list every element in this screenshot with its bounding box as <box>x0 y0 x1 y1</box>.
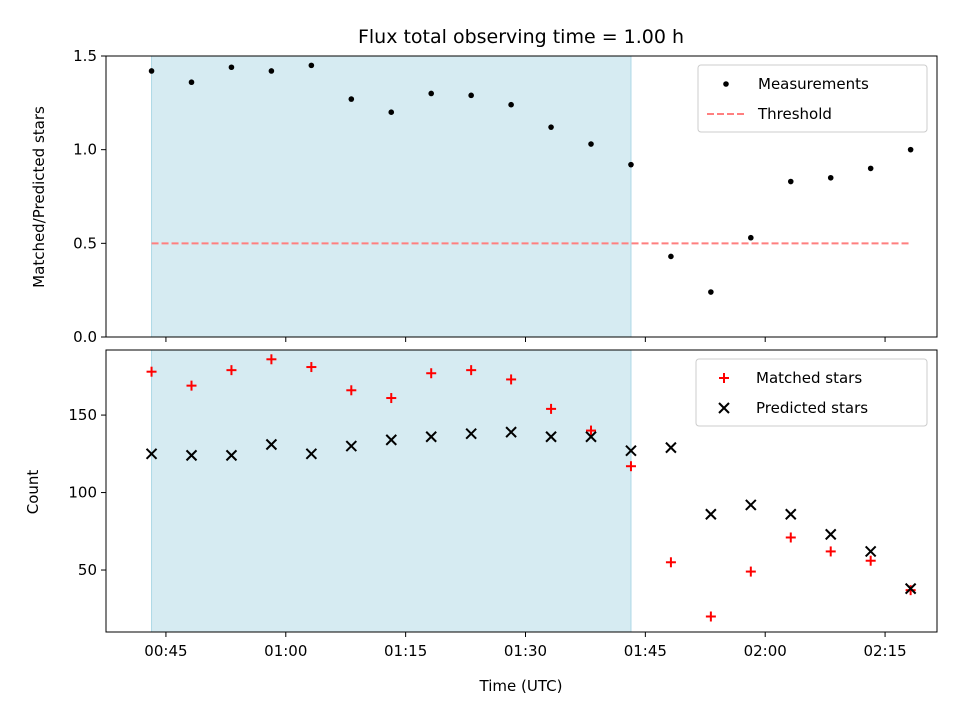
legend-marker-0-0 <box>723 81 729 87</box>
data-point-1-0-2 <box>226 365 237 376</box>
data-point-0-0-14 <box>708 289 714 295</box>
data-point-0-0-12 <box>628 161 634 168</box>
data-point-1-1-7 <box>425 431 437 443</box>
data-point-0-0-5 <box>348 96 355 102</box>
data-point-1-1-15 <box>745 499 757 511</box>
data-point-0-0-4 <box>308 62 315 69</box>
data-point-0-0-19 <box>907 146 914 153</box>
legend-label-0-0: Measurements <box>758 75 869 93</box>
data-point-1-1-9 <box>505 426 517 438</box>
y-tick-label-0-0: 0.0 <box>73 328 97 346</box>
data-point-0-0-3 <box>268 68 275 74</box>
bottom-panel-ylabel: Count <box>24 470 42 515</box>
y-tick-label-1-1: 100 <box>68 484 97 502</box>
top-panel-ylabel: Matched/Predicted stars <box>30 106 48 288</box>
legend-box-1 <box>695 358 928 427</box>
data-point-1-1-13 <box>665 441 677 454</box>
top-panel: 0.0 0.5 1.0 1.5 Measurements Threshold <box>73 47 938 346</box>
data-point-1-0-15 <box>745 566 756 577</box>
legend-box-0 <box>697 64 928 133</box>
x-tick-label-0: 00:45 <box>144 642 187 660</box>
legend-label-0-1: Threshold <box>757 105 832 123</box>
y-tick-label-1-0: 50 <box>78 561 97 579</box>
data-point-1-1-1 <box>185 449 198 462</box>
data-point-0-0-11 <box>588 141 594 147</box>
data-point-1-0-13 <box>665 557 676 568</box>
data-point-1-1-18 <box>864 545 877 558</box>
data-point-1-0-12 <box>625 461 636 472</box>
plot-frame-0 <box>105 55 938 338</box>
x-tick-label-4: 01:45 <box>624 642 667 660</box>
x-tick-label-3: 01:30 <box>504 642 547 660</box>
data-point-1-1-19 <box>904 582 917 595</box>
data-point-1-0-4 <box>306 362 317 373</box>
data-point-1-0-19 <box>905 585 916 596</box>
legend-label-1-0: Matched stars <box>756 369 862 387</box>
data-point-1-1-4 <box>305 448 318 460</box>
data-point-1-0-16 <box>785 532 796 543</box>
x-tick-label-5: 02:00 <box>744 642 787 660</box>
data-point-1-1-6 <box>385 434 397 446</box>
y-tick-label-0-1: 0.5 <box>73 234 97 252</box>
legend-1: Matched stars Predicted stars <box>695 358 928 427</box>
data-point-1-1-17 <box>825 528 837 541</box>
data-point-1-1-12 <box>625 445 637 457</box>
data-point-1-0-9 <box>506 374 517 385</box>
y-tick-label-0-3: 1.5 <box>73 47 97 65</box>
data-point-0-0-10 <box>548 124 554 130</box>
bottom-panel: 50 100 150 00:45 01:00 01:15 01:30 01:45 02:00 02… <box>68 349 938 660</box>
data-point-0-0-0 <box>148 68 155 74</box>
data-point-1-1-0 <box>145 448 158 460</box>
legend-marker-1-0 <box>719 373 729 383</box>
data-point-0-0-15 <box>748 234 754 241</box>
data-point-0-0-9 <box>508 101 514 108</box>
data-point-0-0-6 <box>388 109 395 115</box>
data-point-1-1-11 <box>585 431 597 443</box>
data-point-1-0-1 <box>186 380 197 391</box>
data-point-1-0-5 <box>346 385 357 396</box>
data-point-1-1-16 <box>785 508 797 520</box>
data-point-1-0-18 <box>865 555 876 566</box>
data-point-1-0-11 <box>586 425 597 436</box>
chart-title: Flux total observing time = 1.00 h <box>358 26 684 48</box>
data-point-0-0-16 <box>787 178 794 185</box>
legend-marker-1-1 <box>718 402 730 414</box>
data-point-1-0-3 <box>266 354 277 365</box>
y-tick-label-1-2: 150 <box>68 406 97 424</box>
data-point-0-0-2 <box>228 64 235 71</box>
legend-label-1-1: Predicted stars <box>756 399 868 417</box>
data-point-1-0-6 <box>386 393 397 404</box>
data-point-1-1-10 <box>545 431 557 443</box>
data-point-1-1-5 <box>345 440 358 452</box>
y-tick-label-0-2: 1.0 <box>73 141 97 159</box>
observing-span-0 <box>151 55 632 338</box>
data-point-1-1-3 <box>265 438 278 451</box>
observing-span-1 <box>151 349 632 633</box>
data-point-0-0-7 <box>428 90 435 97</box>
data-point-1-0-14 <box>705 611 716 622</box>
data-point-0-0-1 <box>188 79 195 86</box>
data-point-1-1-14 <box>705 508 717 520</box>
data-point-1-0-8 <box>466 365 477 376</box>
data-point-0-0-8 <box>468 92 474 99</box>
data-point-1-1-8 <box>465 427 477 440</box>
data-point-1-0-10 <box>546 403 557 414</box>
x-tick-label-6: 02:15 <box>863 642 906 660</box>
legend-0: Measurements Threshold <box>697 64 928 133</box>
data-point-0-0-17 <box>827 174 834 181</box>
data-point-1-0-17 <box>825 546 836 557</box>
x-tick-label-2: 01:15 <box>384 642 427 660</box>
data-point-1-0-7 <box>426 368 437 379</box>
x-tick-label-1: 01:00 <box>264 642 307 660</box>
data-point-1-1-2 <box>225 449 238 462</box>
plot-frame-1 <box>105 349 938 633</box>
data-point-1-0-0 <box>146 366 157 377</box>
data-point-0-0-13 <box>668 253 674 260</box>
x-axis-label: Time (UTC) <box>479 677 563 695</box>
data-point-0-0-18 <box>867 165 874 172</box>
